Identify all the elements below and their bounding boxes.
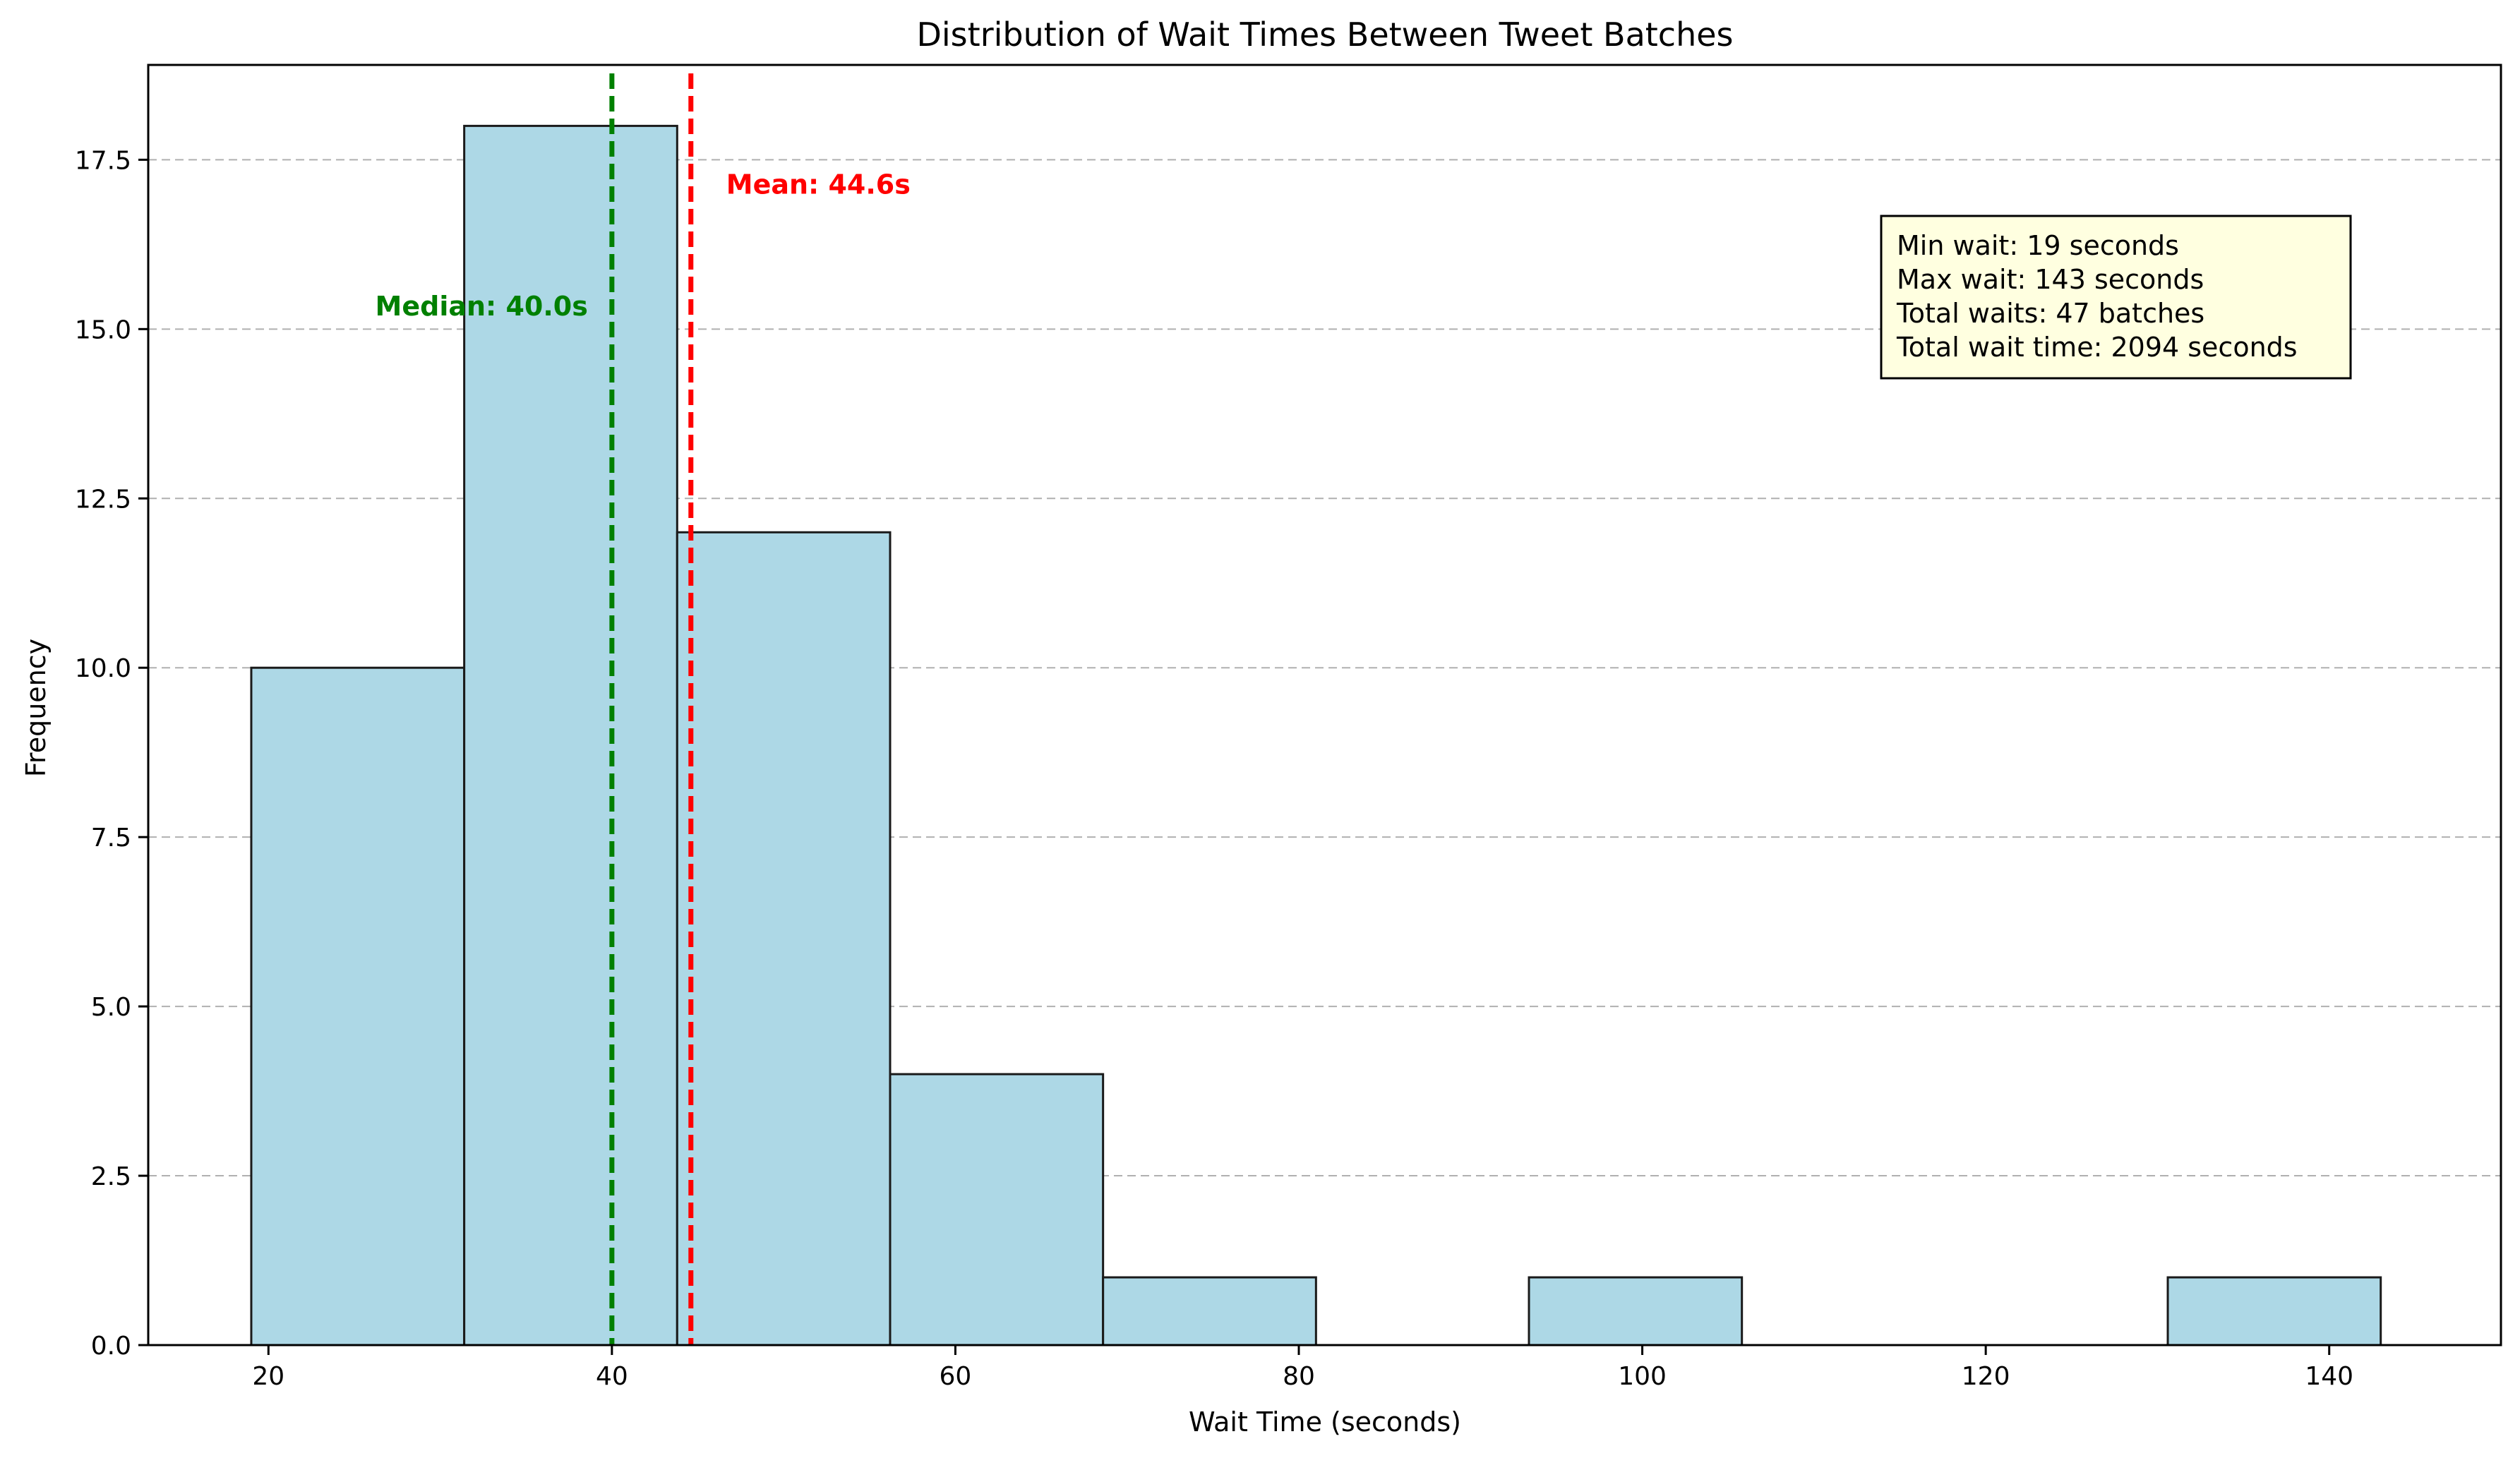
y-axis-title: Frequency: [20, 639, 52, 777]
y-tick-label: 0.0: [91, 1332, 131, 1361]
stats-line: Total wait time: 2094 seconds: [1896, 332, 2298, 363]
plot-frame: [147, 64, 2502, 1346]
y-tick-label: 10.0: [75, 654, 131, 683]
x-tick-label: 20: [252, 1362, 284, 1391]
reference-lines: Median: 40.0s Mean: 44.6s: [376, 73, 911, 1345]
axes: 20 40 60 80 100 120 140 0.0 2.5 5.0 7.5 10.0 12.5 15.…: [75, 64, 2502, 1391]
x-axis-title: Wait Time (seconds): [1189, 1406, 1461, 1438]
x-tick-label: 140: [2305, 1362, 2353, 1391]
histogram-bars: [250, 124, 2382, 1346]
stats-line: Max wait: 143 seconds: [1897, 264, 2204, 295]
histogram-bar: [889, 1073, 1105, 1346]
x-tick-label: 100: [1618, 1362, 1667, 1391]
histogram-bar: [1102, 1276, 1317, 1346]
stats-line: Min wait: 19 seconds: [1897, 230, 2179, 261]
histogram-bar: [1528, 1276, 1744, 1346]
x-tick-label: 40: [596, 1362, 628, 1391]
y-tick-label: 15.0: [75, 315, 131, 344]
y-tick-label: 7.5: [91, 824, 131, 852]
y-tick-label: 12.5: [75, 485, 131, 514]
stats-line: Total waits: 47 batches: [1896, 298, 2204, 329]
chart-title: Distribution of Wait Times Between Tweet…: [916, 16, 1733, 54]
x-tick-label: 120: [1962, 1362, 2010, 1391]
stats-box-frame: [1880, 215, 2352, 380]
histogram-bar: [463, 124, 678, 1346]
histogram-bar: [2166, 1276, 2382, 1346]
reference-line-label: Mean: 44.6s: [726, 169, 911, 200]
y-tick-label: 17.5: [75, 146, 131, 175]
y-tick-label: 5.0: [91, 993, 131, 1022]
histogram-bar: [676, 531, 892, 1346]
reference-line-label: Median: 40.0s: [376, 291, 588, 322]
x-tick-label: 60: [940, 1362, 972, 1391]
histogram-bar: [250, 666, 466, 1346]
x-tick-label: 80: [1283, 1362, 1315, 1391]
y-tick-label: 2.5: [91, 1162, 131, 1191]
